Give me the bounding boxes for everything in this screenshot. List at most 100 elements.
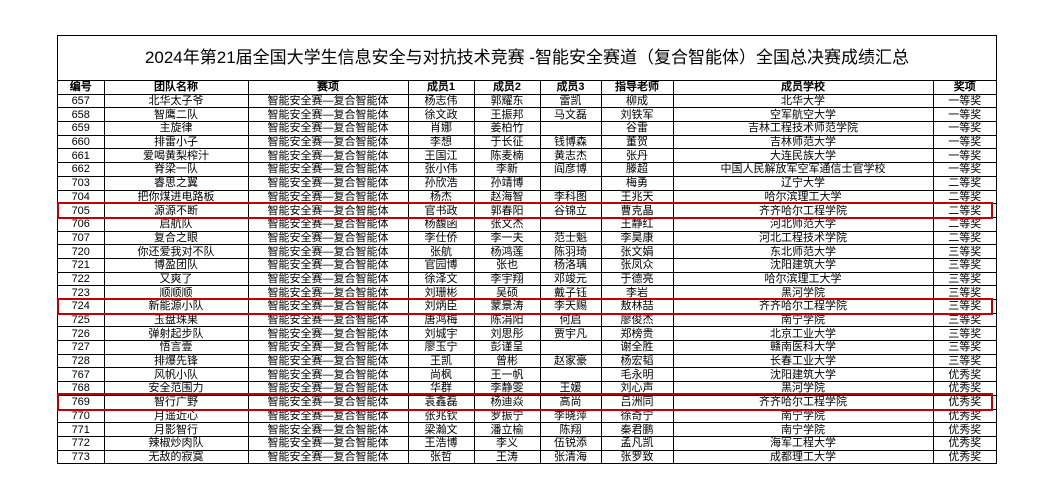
table-cell: 孙靖博	[473, 175, 541, 191]
table-cell: 新能源小队	[103, 299, 249, 314]
table-row: 724 新能源小队 智能安全赛—复合智能体 刘炳臣 蒙景涛 李天赐 敖林喆 齐齐哈尔工程学院三…	[58, 299, 996, 314]
table-cell: 伍锐添	[539, 435, 602, 451]
table-cell: 辽宁大学	[672, 175, 934, 191]
table-cell: 谷雷	[600, 121, 674, 136]
table-cell: 三等奖	[932, 340, 996, 355]
table-cell: 彭谨呈	[473, 340, 541, 355]
table-cell: 脊梁一队	[103, 162, 249, 177]
header-cell: 编号	[58, 81, 105, 95]
table-cell: 北华大学	[672, 93, 934, 109]
table-cell: 767	[58, 367, 105, 383]
table-cell: 陈麦楠	[473, 148, 541, 164]
table-cell: 李岩	[600, 285, 674, 300]
table-cell: 廖俊杰	[600, 312, 674, 328]
table-cell: 赵海智	[473, 189, 541, 205]
table-cell: 长春工业大学	[672, 353, 934, 369]
table-cell: 智能安全赛—复合智能体	[247, 285, 409, 300]
table-cell: 智鹰二队	[103, 107, 249, 123]
table-cell: 黑河学院	[672, 381, 934, 396]
table-cell: 尚枫	[407, 367, 475, 383]
table-cell	[539, 175, 602, 191]
table-cell: 成都理工大学	[672, 449, 934, 464]
table-cell	[539, 216, 602, 232]
table-cell: 智能安全赛—复合智能体	[247, 449, 409, 464]
table-cell: 沈阳建筑大学	[672, 257, 934, 273]
table-cell: 排爆先锋	[103, 353, 249, 369]
table-cell: 优秀奖	[932, 367, 996, 383]
table-cell: 月遥近心	[103, 408, 249, 424]
table-cell: 王兆天	[600, 189, 674, 205]
table-cell: 曹克晶	[600, 203, 674, 218]
table-cell: 谷锦立	[539, 203, 602, 218]
header-cell: 奖项	[932, 81, 996, 95]
table-cell: 一等奖	[932, 134, 996, 150]
table-cell: 智能安全赛—复合智能体	[247, 353, 409, 369]
table-cell: 李天赐	[539, 299, 602, 314]
table-cell: 智能安全赛—复合智能体	[247, 299, 409, 314]
table-cell: 郭春阳	[473, 203, 541, 218]
table-cell: 李想	[407, 134, 475, 150]
table-cell: 张凤众	[600, 257, 674, 273]
table-cell: 河北工程技术学院	[672, 230, 934, 246]
table-cell: 707	[58, 230, 105, 246]
table-cell: 703	[58, 175, 105, 191]
table-cell: 二等奖	[932, 230, 996, 246]
table-cell: 梁瀚文	[407, 422, 475, 437]
header-cell: 成员2	[473, 81, 541, 95]
table-cell: 张哲	[407, 449, 475, 464]
table-cell: 张罗致	[600, 449, 674, 464]
table-cell: 沈阳建筑大学	[672, 367, 934, 383]
table-cell: 773	[58, 449, 105, 464]
table-cell: 智能安全赛—复合智能体	[247, 189, 409, 205]
table-cell: 智能安全赛—复合智能体	[247, 435, 409, 451]
table-cell: 三等奖	[932, 326, 996, 342]
table-cell: 杨志伟	[407, 93, 475, 109]
table-cell: 悟言壹	[103, 340, 249, 355]
table-row: 661 爱喝黄梨榨汁 智能安全赛—复合智能体 王国江 陈麦楠 黄志杰 张丹 大连民族大学 一等奖	[58, 148, 996, 164]
table-cell: 杨洛瑀	[539, 257, 602, 273]
table-cell: 660	[58, 134, 105, 150]
table-cell: 谢全胜	[600, 340, 674, 355]
header-cell: 成员学校	[672, 81, 934, 95]
table-cell: 优秀奖	[932, 381, 996, 396]
table-cell: 于长征	[473, 134, 541, 150]
table-cell: 孙欣浩	[407, 175, 475, 191]
table-cell: 优秀奖	[932, 435, 996, 451]
table-cell: 贾宇凡	[539, 326, 602, 342]
table-cell: 二等奖	[932, 175, 996, 191]
table-cell: 南宁学院	[672, 422, 934, 437]
table-row: 769 智行广野 智能安全赛—复合智能体 袁鑫磊 杨迪焱 高尚 吕洲同 齐齐哈尔工程学院 优秀奖	[58, 394, 996, 410]
table-cell: 721	[58, 257, 105, 273]
table-cell: 优秀奖	[932, 449, 996, 464]
table-cell: 智能安全赛—复合智能体	[247, 257, 409, 273]
table-cell: 复合之眼	[103, 230, 249, 246]
table-cell: 张文娟	[600, 244, 674, 259]
table-cell: 主旋律	[103, 121, 249, 136]
table-cell: 张也	[473, 257, 541, 273]
table-cell: 官园博	[407, 257, 475, 273]
table-cell: 孟凡凯	[600, 435, 674, 451]
table-cell: 李新	[473, 162, 541, 177]
table-cell: 659	[58, 121, 105, 136]
table-cell: 王浩博	[407, 435, 475, 451]
table-cell: 滕超	[600, 162, 674, 177]
table-cell: 杨迪焱	[473, 394, 541, 410]
table-cell: 704	[58, 189, 105, 205]
table-cell: 徐泽文	[407, 271, 475, 287]
table-cell: 杨宏韬	[600, 353, 674, 369]
table-row: 770 月遥近心 智能安全赛—复合智能体 张兆钦 罗振宁 李晓萍 徐奇宁 南宁学院 优秀奖	[58, 408, 996, 424]
table-cell: 徐文政	[407, 107, 475, 123]
table-cell: 智能安全赛—复合智能体	[247, 134, 409, 150]
table-cell: 三等奖	[932, 353, 996, 369]
table-cell: 吕洲同	[600, 394, 674, 410]
table-cell: 726	[58, 326, 105, 342]
table-cell: 蒙景涛	[473, 299, 541, 314]
table-cell: 一等奖	[932, 162, 996, 177]
table-row: 725 玉盘珠果 智能安全赛—复合智能体 唐鸿梅 陈涓阳 何启 廖俊杰 南宁学院 三等奖	[58, 312, 996, 328]
table-cell: 二等奖	[932, 216, 996, 232]
table-cell: 王媛	[539, 381, 602, 396]
table-row: 658 智鹰二队 智能安全赛—复合智能体 徐文政 王振邦 马文磊 刘铁军 空军航空大学 一等奖	[58, 107, 996, 123]
table-cell: 769	[58, 394, 105, 410]
table-cell: 齐齐哈尔工程学院	[672, 203, 934, 218]
